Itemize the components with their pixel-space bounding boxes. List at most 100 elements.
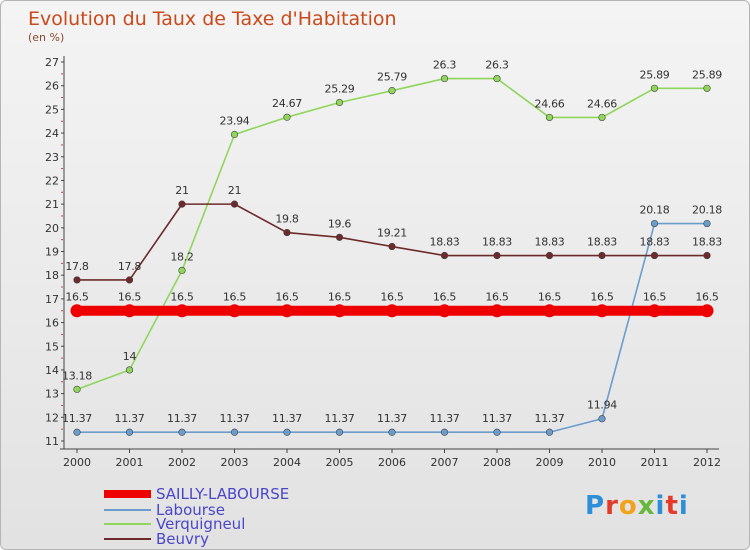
logo-letter: i — [678, 491, 689, 521]
data-label: 24.66 — [587, 97, 617, 110]
data-label: 19.6 — [328, 217, 352, 230]
data-label: 23.94 — [220, 114, 250, 127]
legend-label: Verquigneul — [156, 515, 245, 533]
chart-title: Evolution du Taux de Taxe d'Habitation — [28, 8, 397, 30]
data-point — [230, 200, 239, 208]
data-label: 11.37 — [272, 412, 302, 425]
data-point — [703, 251, 711, 260]
logo-letter: P — [585, 491, 606, 521]
data-label: 11.37 — [220, 412, 250, 425]
data-label: 13.18 — [62, 369, 92, 382]
data-point — [440, 74, 449, 83]
data-point — [438, 304, 451, 318]
data-point — [650, 219, 659, 228]
data-point — [178, 428, 186, 436]
proxiti-logo: Proxiti — [585, 491, 695, 525]
data-label: 21 — [175, 184, 188, 197]
data-label: 14 — [123, 350, 137, 363]
data-label: 25.29 — [325, 83, 355, 96]
data-point — [388, 428, 396, 436]
data-point — [283, 113, 291, 121]
data-label: 11.37 — [482, 412, 512, 425]
data-label: 11.94 — [587, 399, 617, 412]
y-tick-label: 18 — [45, 269, 59, 282]
y-tick-label: 22 — [45, 174, 59, 187]
data-label: 21 — [228, 184, 241, 197]
y-tick-label: 19 — [45, 246, 59, 259]
data-label: 26.3 — [485, 59, 509, 72]
x-tick-label: 2004 — [273, 456, 301, 469]
data-point — [493, 251, 501, 260]
data-point — [125, 428, 134, 436]
data-point — [650, 84, 659, 92]
x-tick-label: 2011 — [641, 456, 669, 469]
data-point — [228, 304, 241, 318]
data-label: 11.37 — [535, 412, 565, 425]
y-tick-label: 21 — [45, 198, 59, 211]
data-point — [125, 276, 134, 284]
legend-label: Labourse — [156, 501, 225, 519]
data-point — [543, 304, 556, 318]
x-tick-label: 2008 — [483, 456, 511, 469]
data-point — [598, 251, 606, 260]
y-tick-label: 27 — [45, 56, 59, 69]
data-point — [70, 304, 84, 318]
data-label: 20.18 — [692, 204, 722, 217]
x-tick-label: 2007 — [431, 456, 459, 469]
data-point — [385, 304, 399, 318]
data-point — [595, 304, 609, 318]
data-label: 16.5 — [65, 291, 89, 304]
data-point — [73, 276, 81, 284]
data-label: 25.89 — [692, 68, 722, 81]
data-point — [545, 113, 554, 122]
data-point — [388, 87, 396, 95]
data-label: 11.37 — [167, 412, 197, 425]
data-point — [703, 219, 711, 228]
y-tick-label: 11 — [45, 435, 59, 448]
y-tick-label: 25 — [45, 103, 59, 116]
data-label: 25.79 — [377, 71, 407, 84]
x-tick-label: 2012 — [693, 456, 721, 469]
data-label: 11.37 — [430, 412, 460, 425]
x-tick-label: 2006 — [378, 456, 406, 469]
data-point — [598, 415, 606, 423]
y-tick-label: 26 — [45, 80, 59, 93]
data-label: 16.5 — [275, 291, 299, 304]
data-label: 11.37 — [115, 412, 145, 425]
y-tick-label: 24 — [45, 127, 59, 140]
data-point — [230, 130, 239, 139]
data-label: 24.67 — [272, 97, 302, 110]
data-point — [335, 233, 344, 241]
data-point — [125, 366, 134, 374]
y-tick-label: 20 — [45, 222, 59, 235]
data-label: 20.18 — [640, 204, 670, 217]
x-tick-label: 2003 — [221, 456, 249, 469]
logo-letter: t — [665, 491, 679, 521]
data-label: 18.2 — [170, 250, 193, 263]
data-point — [650, 251, 659, 260]
x-tick-label: 2000 — [63, 456, 91, 469]
data-label: 16.5 — [538, 291, 562, 304]
data-label: 16.5 — [643, 291, 667, 304]
x-tick-label: 2009 — [536, 456, 564, 469]
y-tick-label: 14 — [45, 364, 59, 377]
data-label: 19.21 — [377, 227, 407, 240]
data-label: 18.83 — [535, 236, 565, 249]
data-point — [440, 428, 449, 436]
data-label: 11.37 — [377, 412, 407, 425]
y-tick-label: 12 — [45, 411, 59, 424]
legend-label: Beuvry — [156, 530, 209, 548]
data-point — [73, 428, 81, 436]
data-point — [283, 228, 291, 237]
data-point — [280, 304, 294, 318]
data-label: 18.83 — [640, 236, 670, 249]
data-point — [230, 428, 239, 436]
chart-subtitle: (en %) — [28, 31, 64, 44]
data-label: 24.66 — [535, 97, 565, 110]
data-point — [178, 200, 186, 208]
logo-letter: x — [637, 491, 656, 521]
data-label: 11.37 — [62, 412, 92, 425]
x-tick-label: 2001 — [116, 456, 144, 469]
y-tick-label: 15 — [45, 340, 59, 353]
